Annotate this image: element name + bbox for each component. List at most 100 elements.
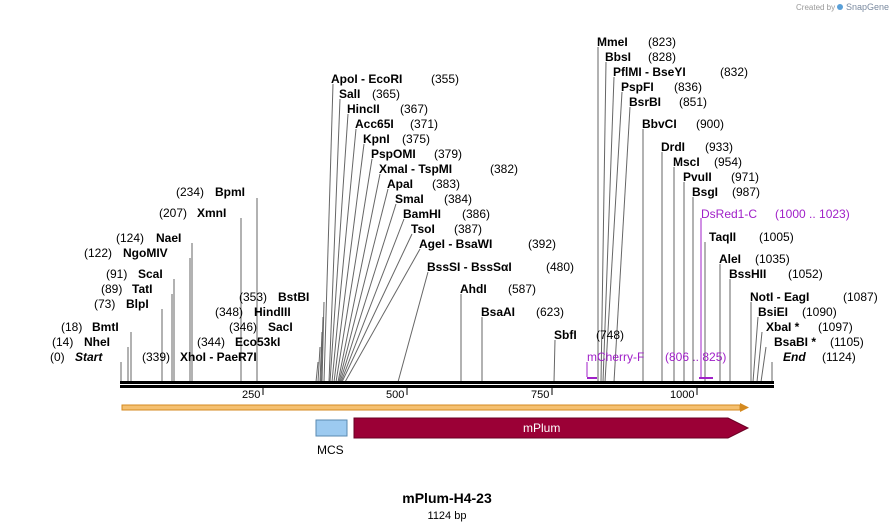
site-name[interactable]: BlpI: [126, 297, 149, 311]
site-name[interactable]: BsgI: [692, 185, 718, 199]
site-name[interactable]: BsaAI: [481, 305, 515, 319]
site-position: (480): [546, 260, 574, 274]
site-name[interactable]: PspFI: [621, 80, 654, 94]
site-name[interactable]: HincII: [347, 102, 380, 116]
site-position: (823): [648, 35, 676, 49]
site-position: (234): [176, 185, 204, 199]
leader-lines: [120, 47, 773, 383]
site-position: (122): [84, 246, 112, 260]
site-position: (384): [444, 192, 472, 206]
site-name[interactable]: XbaI *: [766, 320, 800, 334]
site-name[interactable]: NheI: [84, 335, 110, 349]
map-length: 1124 bp: [428, 510, 467, 522]
site-position: (346): [229, 320, 257, 334]
site-name[interactable]: MscI: [673, 155, 700, 169]
site-position: (748): [596, 328, 624, 342]
site-name[interactable]: BsiEI: [758, 305, 788, 319]
site-name[interactable]: KpnI: [363, 132, 390, 146]
site-position: (18): [61, 320, 82, 334]
site-name[interactable]: TsoI: [411, 222, 435, 236]
site-name[interactable]: SbfI: [554, 328, 577, 342]
site-position: (371): [410, 117, 438, 131]
site-name[interactable]: MmeI: [597, 35, 628, 49]
site-position: (0): [50, 350, 65, 364]
site-name[interactable]: HindIII: [254, 305, 291, 319]
site-name[interactable]: PspOMI: [371, 147, 416, 161]
site-name[interactable]: BssHII: [729, 267, 766, 281]
site-name[interactable]: NgoMIV: [123, 246, 168, 260]
site-position: (1105): [830, 335, 864, 349]
site-position: (379): [434, 147, 462, 161]
site-name[interactable]: BbsI: [605, 50, 631, 64]
site-name[interactable]: SalI: [339, 87, 360, 101]
site-position: (124): [116, 231, 144, 245]
tick-label: 250: [242, 389, 260, 401]
site-name[interactable]: XhoI - PaeR7I: [180, 350, 257, 364]
site-name[interactable]: NaeI: [156, 231, 181, 245]
site-name[interactable]: TatI: [132, 282, 152, 296]
tick-label: 500: [386, 389, 404, 401]
brand-created-by: Created by: [796, 3, 835, 12]
site-position: (386): [462, 207, 490, 221]
map-title: mPlum-H4-23: [402, 490, 492, 506]
site-name[interactable]: BpmI: [215, 185, 245, 199]
site-name[interactable]: BssSI - BssSαI: [427, 260, 512, 274]
site-position: (1090): [802, 305, 837, 319]
site-position: (933): [705, 140, 733, 154]
feature-mcs-box[interactable]: [315, 419, 348, 437]
site-position: (1052): [788, 267, 823, 281]
site-position: (828): [648, 50, 676, 64]
site-position: (971): [731, 170, 759, 184]
primer-dsred1-c-name[interactable]: DsRed1-C: [701, 207, 757, 221]
site-name[interactable]: BamHI: [403, 207, 441, 221]
site-position: (1035): [755, 252, 790, 266]
site-name[interactable]: BsaBI *: [774, 335, 816, 349]
orf-arrow[interactable]: [121, 403, 749, 412]
site-position: (623): [536, 305, 564, 319]
site-name[interactable]: XmaI - TspMI: [379, 162, 452, 176]
site-name[interactable]: Eco53kI: [235, 335, 280, 349]
tick-label: 1000: [670, 389, 694, 401]
site-name[interactable]: XmnI: [197, 206, 226, 220]
site-name[interactable]: End: [783, 350, 806, 364]
site-name[interactable]: AleI: [719, 252, 741, 266]
site-name[interactable]: Start: [75, 350, 103, 364]
site-name[interactable]: BbvCI: [642, 117, 677, 131]
site-name[interactable]: ApoI - EcoRI: [331, 72, 402, 86]
backbone-bottom-strand: [120, 385, 774, 388]
site-name[interactable]: SacI: [268, 320, 293, 334]
site-name[interactable]: BmtI: [92, 320, 119, 334]
site-position: (954): [714, 155, 742, 169]
site-name[interactable]: SmaI: [395, 192, 424, 206]
site-position: (382): [490, 162, 518, 176]
site-name[interactable]: NotI - EagI: [750, 290, 809, 304]
site-position: (383): [432, 177, 460, 191]
site-name[interactable]: ScaI: [138, 267, 163, 281]
site-name[interactable]: AhdI: [460, 282, 487, 296]
site-name[interactable]: AgeI - BsaWI: [419, 237, 492, 251]
site-position: (344): [197, 335, 225, 349]
site-name[interactable]: Acc65I: [355, 117, 394, 131]
brand-name: SnapGene: [846, 2, 889, 12]
site-name[interactable]: BsrBI: [629, 95, 661, 109]
backbone-top-strand: [120, 381, 774, 384]
site-name[interactable]: PflMI - BseYI: [613, 65, 686, 79]
site-name[interactable]: TaqII: [709, 230, 736, 244]
primer-dsred1-c-range: (1000 .. 1023): [775, 207, 850, 221]
site-position: (836): [674, 80, 702, 94]
site-name[interactable]: PvuII: [683, 170, 712, 184]
site-position: (339): [142, 350, 170, 364]
feature-mplum-arrow[interactable]: [353, 417, 750, 439]
site-position: (1124): [822, 350, 856, 364]
site-position: (1087): [843, 290, 878, 304]
tick-label: 750: [531, 389, 549, 401]
primer-dsred1-c-bar: [699, 377, 713, 379]
site-position: (851): [679, 95, 707, 109]
site-position: (91): [106, 267, 127, 281]
site-name[interactable]: BstBI: [278, 290, 309, 304]
primer-mcherry-f-name[interactable]: mCherry-F: [587, 350, 644, 364]
site-name[interactable]: DrdI: [661, 140, 685, 154]
site-position: (353): [239, 290, 267, 304]
ruler: 250 500 750 1000: [242, 388, 698, 401]
site-name[interactable]: ApaI: [387, 177, 413, 191]
